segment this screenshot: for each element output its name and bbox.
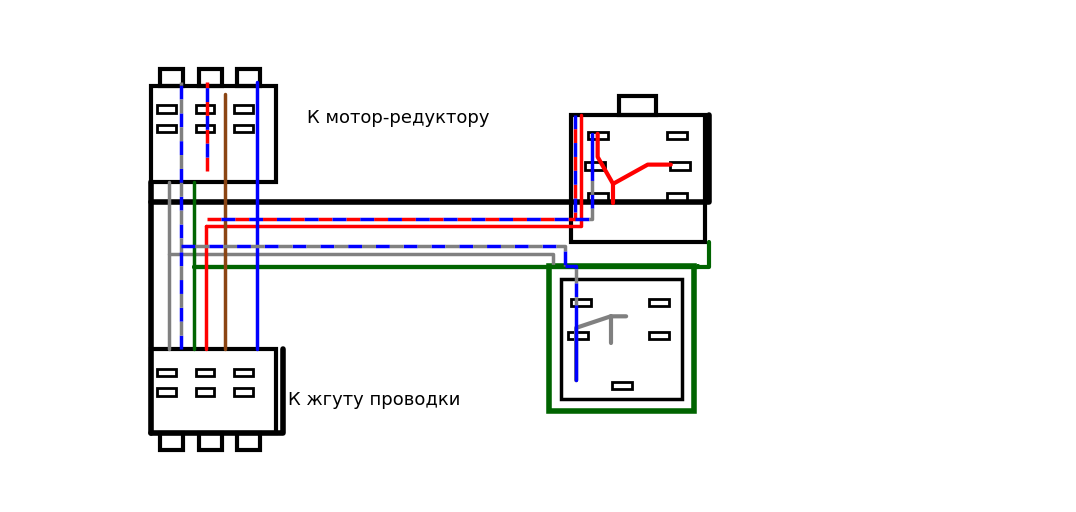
Bar bbox=[199, 433, 222, 450]
Bar bbox=[670, 162, 690, 170]
Bar bbox=[619, 96, 656, 115]
Bar bbox=[584, 162, 605, 170]
Bar bbox=[238, 433, 260, 450]
Bar bbox=[151, 349, 275, 433]
Text: К жгуту проводки: К жгуту проводки bbox=[288, 391, 461, 409]
Bar bbox=[611, 382, 632, 390]
Bar bbox=[235, 369, 253, 376]
Bar bbox=[160, 69, 183, 86]
Bar bbox=[649, 298, 669, 306]
Text: К мотор-редуктору: К мотор-редуктору bbox=[307, 110, 490, 127]
Bar bbox=[235, 388, 253, 396]
Bar bbox=[199, 69, 222, 86]
Bar bbox=[196, 105, 214, 113]
Bar bbox=[235, 105, 253, 113]
Bar bbox=[587, 132, 608, 139]
Bar bbox=[667, 132, 686, 139]
Bar bbox=[151, 86, 275, 182]
Bar bbox=[157, 105, 175, 113]
Bar bbox=[549, 266, 694, 411]
Bar bbox=[196, 369, 214, 376]
Bar bbox=[157, 369, 175, 376]
Bar bbox=[667, 193, 686, 201]
Bar bbox=[157, 388, 175, 396]
Bar bbox=[160, 433, 183, 450]
Bar bbox=[196, 388, 214, 396]
Bar bbox=[570, 115, 706, 242]
Bar bbox=[238, 69, 260, 86]
Bar bbox=[649, 332, 669, 339]
Bar bbox=[568, 332, 589, 339]
Bar bbox=[562, 279, 681, 399]
Bar bbox=[157, 124, 175, 132]
Bar bbox=[196, 124, 214, 132]
Bar bbox=[570, 298, 591, 306]
Bar bbox=[587, 193, 608, 201]
Bar bbox=[235, 124, 253, 132]
